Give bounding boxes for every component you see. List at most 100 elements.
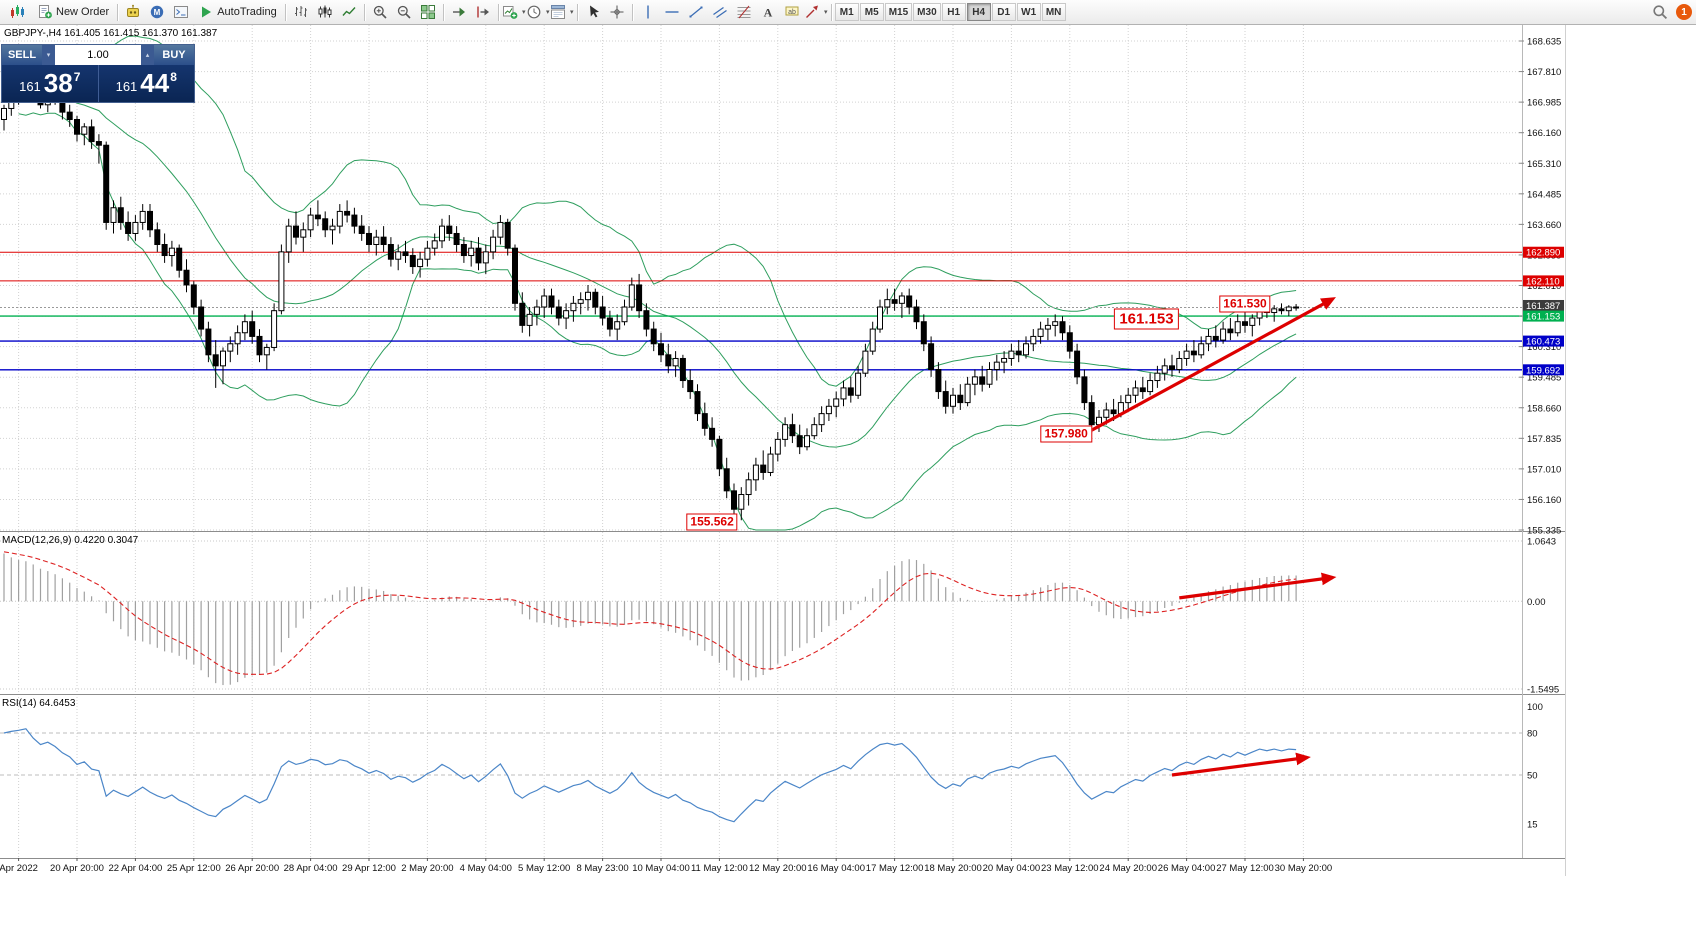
line-chart-icon[interactable] (337, 2, 361, 22)
svg-text:26 Apr 20:00: 26 Apr 20:00 (225, 863, 279, 874)
price-tag-162.890: 162.890 (1523, 246, 1564, 259)
toolbar-separator (497, 3, 499, 21)
vertical-line-icon[interactable] (636, 2, 660, 22)
svg-text:161.153: 161.153 (1526, 312, 1560, 323)
timeframe-mn-button[interactable]: MN (1041, 3, 1066, 21)
zoom-out-icon[interactable] (392, 2, 416, 22)
tile-windows-icon[interactable] (416, 2, 440, 22)
main-trend-arrow (1090, 297, 1336, 432)
profiles-button[interactable]: ▾ (526, 2, 550, 22)
rsi-line (3, 728, 1297, 823)
svg-text:10 May 04:00: 10 May 04:00 (632, 863, 690, 874)
lot-increase-button[interactable]: ▴ (141, 45, 154, 65)
svg-text:155.335: 155.335 (1527, 526, 1561, 537)
svg-text:0.00: 0.00 (1527, 597, 1546, 608)
price-scale[interactable]: 168.635 167.810 166.985 166.160 165.310 164.4… (1519, 37, 1564, 831)
macd-trend-arrow (1179, 572, 1337, 600)
horizontal-line-icon[interactable] (660, 2, 684, 22)
sell-price-button[interactable]: 161 38 7 (2, 65, 98, 102)
svg-text:158.660: 158.660 (1527, 403, 1561, 414)
autotrading-button[interactable]: AutoTrading (193, 2, 282, 22)
svg-text:160.473: 160.473 (1526, 337, 1560, 348)
svg-text:167.810: 167.810 (1527, 67, 1561, 78)
fibonacci-icon[interactable] (732, 2, 756, 22)
svg-text:18 May 20:00: 18 May 20:00 (924, 863, 982, 874)
timeframe-d1-button[interactable]: D1 (991, 3, 1016, 21)
bar-chart-icon[interactable] (289, 2, 313, 22)
svg-text:166.160: 166.160 (1527, 128, 1561, 139)
buy-price-button[interactable]: 161 44 8 (97, 65, 195, 102)
cursor-icon[interactable] (581, 2, 605, 22)
candles-layer (1, 68, 1300, 522)
app-logo-icon (4, 1, 32, 23)
macd-indicator-label: MACD(12,26,9) 0.4220 0.3047 (2, 535, 139, 546)
lot-size-input[interactable] (55, 45, 141, 65)
svg-text:100: 100 (1527, 702, 1543, 713)
sell-button[interactable]: SELL (2, 45, 42, 65)
svg-text:5 May 12:00: 5 May 12:00 (518, 863, 570, 874)
text-icon[interactable]: A (756, 2, 780, 22)
timeframe-m15-button[interactable]: M15 (884, 3, 913, 21)
sell-price-point: 7 (73, 70, 81, 84)
svg-text:23 May 12:00: 23 May 12:00 (1041, 863, 1099, 874)
svg-text:30 May 20:00: 30 May 20:00 (1275, 863, 1333, 874)
price-tag-161.153: 161.153 (1523, 310, 1564, 323)
timeframe-h1-button[interactable]: H1 (941, 3, 966, 21)
sell-price-pips: 38 (43, 68, 73, 98)
rsi-indicator-label: RSI(14) 64.6453 (2, 698, 76, 709)
toolbar-separator (576, 3, 578, 21)
price-callout: 161.153 (1114, 308, 1179, 330)
price-callout: 161.530 (1219, 295, 1271, 313)
level-lines (0, 251, 1522, 371)
timeframe-m5-button[interactable]: M5 (859, 3, 884, 21)
text-label-icon[interactable]: ab (780, 2, 804, 22)
toolbar-separator (442, 3, 444, 21)
notifications-badge[interactable]: 1 (1676, 4, 1692, 20)
trendline-icon[interactable] (684, 2, 708, 22)
new-chart-button[interactable]: ▾ (502, 2, 526, 22)
search-icon[interactable] (1648, 2, 1672, 22)
templates-button[interactable]: ▾ (550, 2, 574, 22)
svg-text:Apr 2022: Apr 2022 (0, 863, 38, 874)
timeframe-m30-button[interactable]: M30 (913, 3, 941, 21)
lot-decrease-button[interactable]: ▾ (42, 45, 55, 65)
buy-button[interactable]: BUY (154, 45, 194, 65)
arrows-tool-button[interactable]: ▾ (804, 2, 828, 22)
new-order-button[interactable]: New Order (32, 2, 114, 22)
svg-text:26 May 04:00: 26 May 04:00 (1158, 863, 1216, 874)
svg-text:25 Apr 12:00: 25 Apr 12:00 (167, 863, 221, 874)
metaeditor-icon[interactable] (169, 2, 193, 22)
trend-arrows (1090, 297, 1337, 777)
svg-text:22 Apr 04:00: 22 Apr 04:00 (108, 863, 162, 874)
svg-text:24 May 20:00: 24 May 20:00 (1099, 863, 1157, 874)
rsi-trend-arrow (1171, 752, 1311, 777)
crosshair-icon[interactable] (605, 2, 629, 22)
svg-text:157.835: 157.835 (1527, 434, 1561, 445)
one-click-trading-panel: SELL ▾ ▴ BUY 161 38 7 161 44 8 (1, 44, 195, 103)
price-callout: 157.980 (1040, 425, 1092, 443)
svg-text:159.692: 159.692 (1526, 365, 1560, 376)
timeframe-h4-button[interactable]: H4 (966, 3, 991, 21)
svg-text:165.310: 165.310 (1527, 159, 1561, 170)
buy-price-point: 8 (170, 70, 177, 84)
svg-text:20 Apr 20:00: 20 Apr 20:00 (50, 863, 104, 874)
mql5-community-icon[interactable]: M (145, 2, 169, 22)
svg-text:ab: ab (788, 9, 796, 16)
svg-text:162.010: 162.010 (1527, 281, 1561, 292)
time-axis[interactable]: Apr 2022 20 Apr 20:00 22 Apr 04:00 25 Apr 1… (0, 858, 1332, 874)
macd-signal-line (3, 551, 1297, 675)
timeframe-m1-button[interactable]: M1 (834, 3, 859, 21)
equidistant-channel-icon[interactable] (708, 2, 732, 22)
candlestick-chart-icon[interactable] (313, 2, 337, 22)
expert-advisors-icon[interactable] (121, 2, 145, 22)
timeframe-w1-button[interactable]: W1 (1016, 3, 1041, 21)
auto-scroll-icon[interactable] (447, 2, 471, 22)
chart-shift-icon[interactable] (471, 2, 495, 22)
svg-text:168.635: 168.635 (1527, 37, 1561, 48)
zoom-in-icon[interactable] (368, 2, 392, 22)
price-tag-161.387: 161.387 (1523, 299, 1564, 312)
buy-price-main: 161 (115, 79, 138, 94)
svg-text:160.310: 160.310 (1527, 342, 1561, 353)
toolbar-separator (830, 3, 832, 21)
